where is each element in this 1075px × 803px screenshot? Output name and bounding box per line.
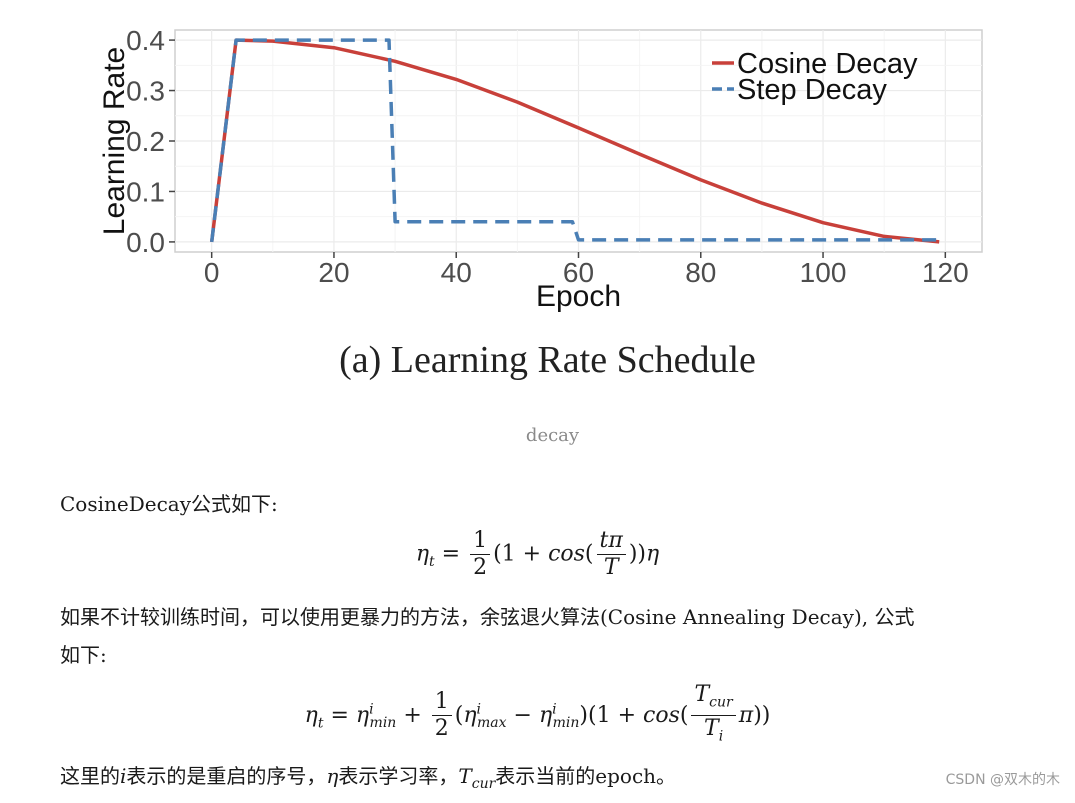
text-segment: 表示学习率， [338,764,459,788]
x-tick-label: 100 [800,257,847,288]
y-tick-label: 0.2 [126,126,165,157]
paragraph-variable-explanation: 这里的i表示的是重启的序号，η表示学习率，Tcur表示当前的epoch。 [60,757,1050,803]
legend-label: Cosine Decay [737,48,918,80]
paragraph-cosine-decay-intro: CosineDecay公式如下: [60,492,278,516]
watermark: CSDN @双木的木 [945,772,1060,788]
symbol-t-cur: Tcur [458,764,496,792]
y-tick-label: 0.4 [126,25,165,56]
series-line-step-decay [209,38,940,243]
x-tick-label: 0 [204,257,220,288]
paragraph-line-1: 如果不计较训练时间，可以使用更暴力的方法，余弦退火算法(Cosine Annea… [60,605,915,629]
text-segment: 表示当前的epoch。 [495,764,677,788]
x-tick-label: 40 [441,257,472,288]
y-axis-label: Learning Rate [98,47,131,235]
figure-caption: (a) Learning Rate Schedule [339,339,756,381]
paragraph-cosine-annealing: 如果不计较训练时间，可以使用更暴力的方法，余弦退火算法(Cosine Annea… [60,598,1050,674]
y-tick-label: 0.3 [126,76,165,107]
x-tick-label: 80 [685,257,716,288]
legend-label: Step Decay [737,74,887,106]
text-segment: 表示的是重启的序号， [126,764,327,788]
y-tick-label: 0.0 [126,227,165,258]
x-tick-label: 120 [922,257,969,288]
x-tick-label: 20 [318,257,349,288]
learning-rate-chart: 0 20 40 60 80 100 120 0.0 0.1 0.2 0.3 0.4 Epoch Learn… [98,25,983,313]
formula-cosine-decay: ηt = 1 2 (1 + cos(tπ T))η [415,528,660,580]
formula-cosine-annealing: ηt = ηimin + 1 2 (ηimax − ηimin)(1 + cos(T… [304,682,771,745]
image-caption: decay [525,425,580,446]
symbol-i: i [120,764,127,788]
symbol-eta: η [326,764,339,788]
x-tick-label: 60 [563,257,594,288]
y-tick-label: 0.1 [126,176,165,207]
series-line-cosine-decay [209,38,940,244]
text-segment: 这里的 [60,764,120,788]
paragraph-line-2: 如下: [60,643,107,667]
x-axis-label: Epoch [536,280,621,313]
